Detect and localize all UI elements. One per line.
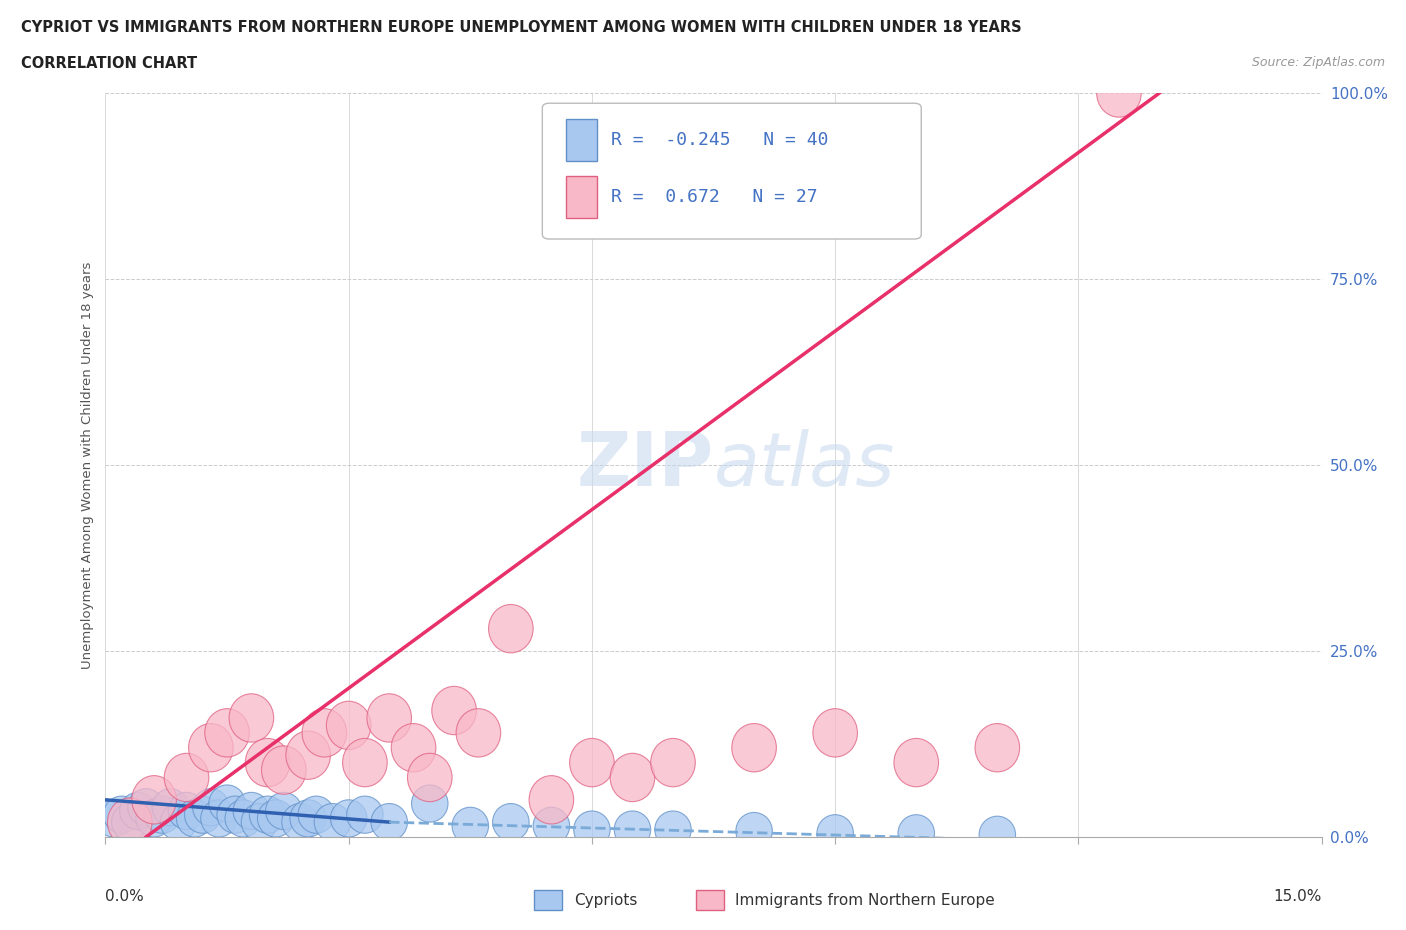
Ellipse shape [298,796,335,833]
Text: ZIP: ZIP [576,429,713,501]
Ellipse shape [229,694,274,742]
Ellipse shape [188,724,233,772]
Ellipse shape [408,753,453,802]
Ellipse shape [817,815,853,852]
Text: Source: ZipAtlas.com: Source: ZipAtlas.com [1251,56,1385,69]
Ellipse shape [262,746,307,794]
Ellipse shape [143,796,180,833]
Ellipse shape [371,804,408,841]
Ellipse shape [367,694,412,742]
Ellipse shape [96,800,132,837]
Ellipse shape [249,796,285,833]
Ellipse shape [176,800,212,837]
Ellipse shape [735,813,772,850]
Ellipse shape [614,811,651,848]
Ellipse shape [432,686,477,735]
Ellipse shape [655,811,692,848]
Ellipse shape [290,800,326,837]
Ellipse shape [266,792,302,830]
Ellipse shape [488,604,533,653]
Ellipse shape [453,807,488,844]
Ellipse shape [209,785,245,822]
Ellipse shape [160,804,197,841]
Ellipse shape [285,731,330,779]
Ellipse shape [492,804,529,841]
Ellipse shape [610,753,655,802]
Ellipse shape [136,800,173,837]
Text: Immigrants from Northern Europe: Immigrants from Northern Europe [735,893,995,908]
Ellipse shape [152,789,188,826]
Ellipse shape [193,789,229,826]
Ellipse shape [128,789,165,826]
Ellipse shape [533,807,569,844]
Ellipse shape [326,701,371,750]
Ellipse shape [120,792,156,830]
Ellipse shape [281,804,318,841]
Ellipse shape [225,800,262,837]
Ellipse shape [1097,69,1142,117]
Ellipse shape [330,800,367,837]
Text: CORRELATION CHART: CORRELATION CHART [21,56,197,71]
Ellipse shape [169,792,205,830]
Ellipse shape [165,753,209,802]
Ellipse shape [257,800,294,837]
Ellipse shape [979,817,1015,854]
Ellipse shape [132,776,176,824]
Ellipse shape [205,709,249,757]
Ellipse shape [529,776,574,824]
Text: R =  -0.245   N = 40: R = -0.245 N = 40 [612,131,828,149]
Ellipse shape [104,796,141,833]
Ellipse shape [233,792,270,830]
Text: 0.0%: 0.0% [105,889,145,904]
Ellipse shape [651,738,696,787]
Ellipse shape [569,738,614,787]
Ellipse shape [412,785,449,822]
Text: atlas: atlas [713,429,896,501]
Ellipse shape [111,804,148,841]
Text: CYPRIOT VS IMMIGRANTS FROM NORTHERN EUROPE UNEMPLOYMENT AMONG WOMEN WITH CHILDRE: CYPRIOT VS IMMIGRANTS FROM NORTHERN EURO… [21,20,1022,35]
Ellipse shape [731,724,776,772]
Ellipse shape [242,804,278,841]
Ellipse shape [813,709,858,757]
Text: R =  0.672   N = 27: R = 0.672 N = 27 [612,188,818,206]
Ellipse shape [391,724,436,772]
Ellipse shape [894,738,939,787]
Ellipse shape [347,796,384,833]
Text: Cypriots: Cypriots [574,893,637,908]
Ellipse shape [974,724,1019,772]
Ellipse shape [107,798,152,846]
Ellipse shape [245,738,290,787]
Ellipse shape [217,796,253,833]
Ellipse shape [302,709,347,757]
Y-axis label: Unemployment Among Women with Children Under 18 years: Unemployment Among Women with Children U… [82,261,94,669]
Ellipse shape [343,738,387,787]
Ellipse shape [201,800,238,837]
Ellipse shape [898,815,935,852]
Text: 15.0%: 15.0% [1274,889,1322,904]
Ellipse shape [456,709,501,757]
Ellipse shape [574,811,610,848]
Ellipse shape [184,796,221,833]
Ellipse shape [314,804,350,841]
